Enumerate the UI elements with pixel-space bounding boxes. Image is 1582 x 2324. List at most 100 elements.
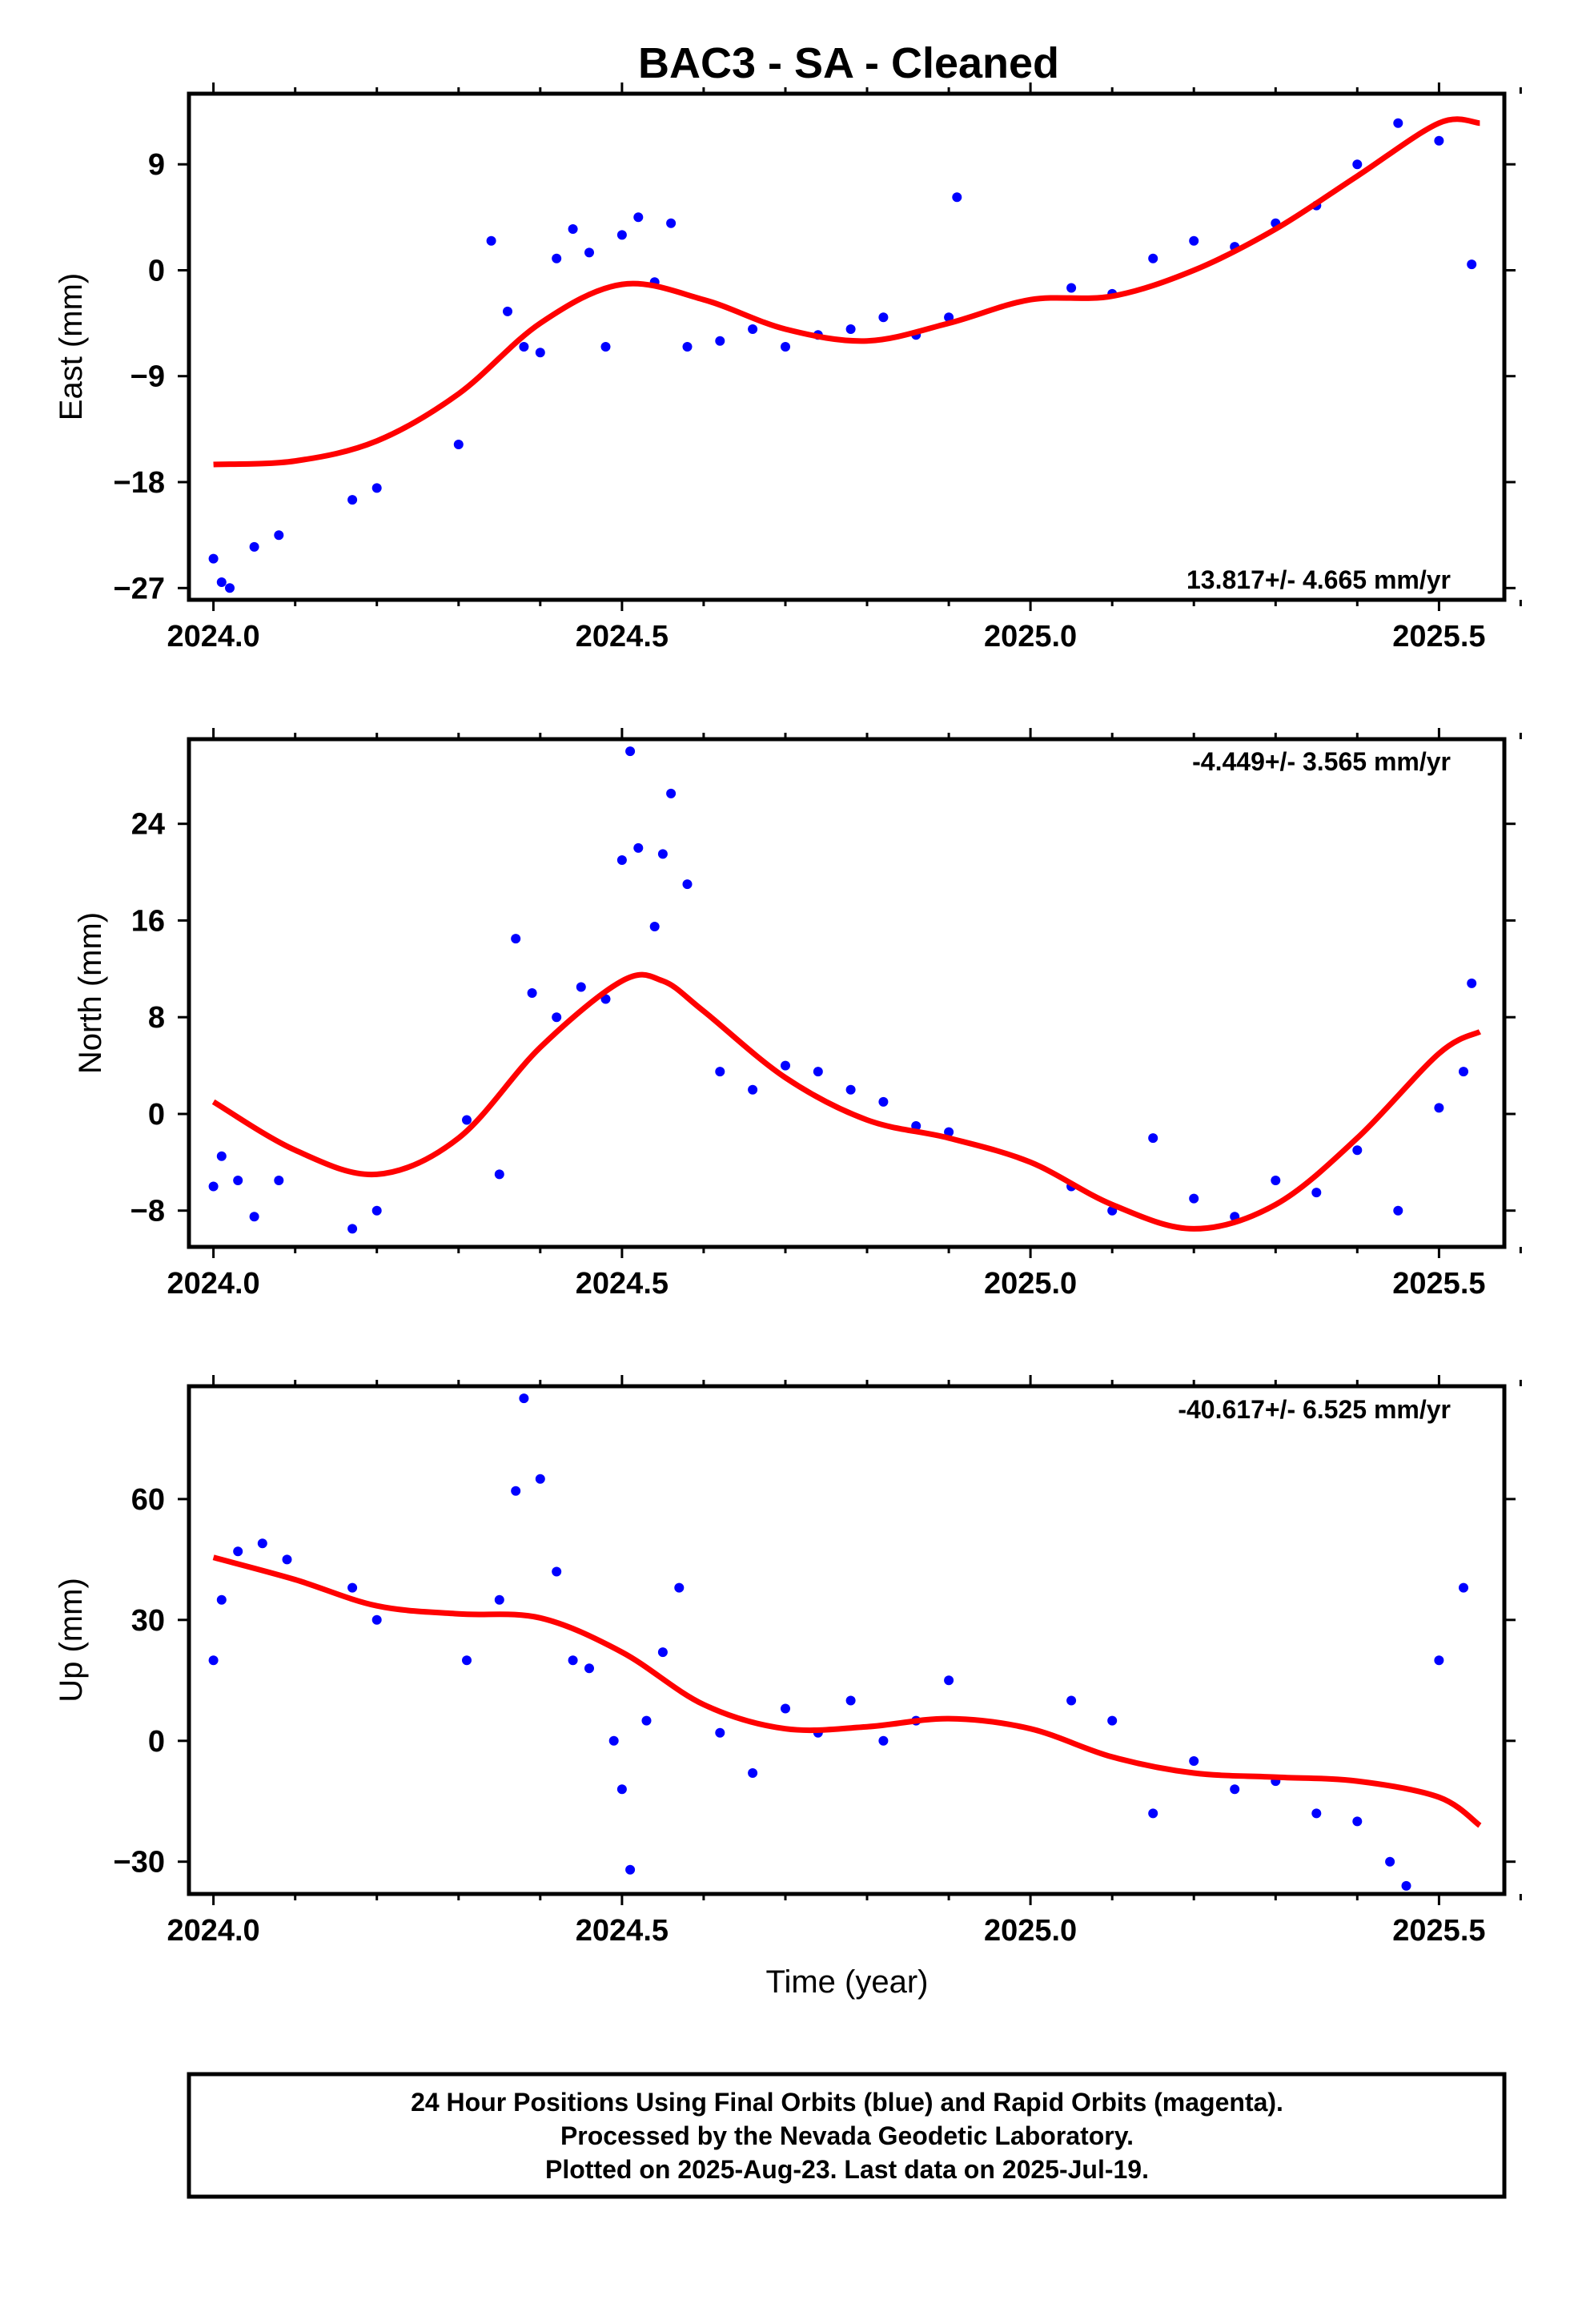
trend-line-east xyxy=(213,116,1480,468)
data-point xyxy=(233,1176,243,1185)
data-point xyxy=(208,1181,219,1192)
data-point xyxy=(1434,135,1444,146)
y-tick-label: 0 xyxy=(148,255,165,288)
data-point xyxy=(1352,1816,1363,1827)
data-point xyxy=(878,1096,889,1107)
data-point xyxy=(282,1554,292,1565)
trend-line-up xyxy=(212,1554,1482,1828)
x-tick-label: 2024.5 xyxy=(576,1914,669,1948)
plot-frame-east xyxy=(187,91,1507,602)
rate-label-north: -4.449+/- 3.565 mm/yr xyxy=(1192,747,1451,776)
data-point xyxy=(208,553,219,564)
data-point xyxy=(1189,235,1199,246)
data-point xyxy=(233,1546,243,1557)
data-point xyxy=(1385,1856,1395,1867)
ticks-north: 2024.0 2024.5 2025.0 2025.5 24 16 8 0 −8 xyxy=(130,728,1522,1301)
data-point xyxy=(1467,259,1477,270)
data-point xyxy=(1459,1582,1468,1593)
data-point xyxy=(616,230,627,240)
data-point xyxy=(715,336,725,346)
data-point xyxy=(845,1695,856,1706)
data-point xyxy=(249,1212,259,1222)
x-tick-label: 2025.0 xyxy=(984,620,1077,653)
data-point xyxy=(1107,1715,1118,1726)
x-axis-label: Time (year) xyxy=(766,1964,929,2000)
x-tick-label: 2025.5 xyxy=(1392,620,1485,653)
data-point xyxy=(1467,978,1477,988)
data-point xyxy=(1148,1808,1158,1819)
footer-line-3: Plotted on 2025-Aug-23. Last data on 202… xyxy=(545,2155,1149,2184)
data-point xyxy=(1311,1808,1322,1819)
x-tick-label: 2024.0 xyxy=(167,1914,259,1948)
data-point xyxy=(600,342,611,352)
data-point xyxy=(813,1067,823,1077)
data-point xyxy=(616,855,627,865)
y-tick-label: 0 xyxy=(148,1098,165,1132)
data-point xyxy=(249,541,259,552)
data-point xyxy=(568,1655,578,1666)
data-point xyxy=(568,224,578,234)
ticks-up: 2024.0 2024.5 2025.0 2025.5 60 30 0 −30 xyxy=(114,1375,1522,1948)
data-point xyxy=(371,1205,382,1216)
x-tick-label: 2025.5 xyxy=(1392,1914,1485,1948)
footer-line-1: 24 Hour Positions Using Final Orbits (bl… xyxy=(411,2088,1283,2117)
data-point xyxy=(1311,1188,1322,1198)
data-point xyxy=(584,1663,594,1674)
data-point xyxy=(666,788,677,798)
data-point xyxy=(878,312,889,323)
data-point xyxy=(715,1067,725,1077)
points-east xyxy=(208,118,1477,593)
data-point xyxy=(1148,1133,1158,1144)
data-point xyxy=(1066,1695,1077,1706)
data-point xyxy=(1271,1176,1281,1185)
panel-up: Up (mm) -40.617+/- 6.525 mm/yr 2024.0 202… xyxy=(54,1375,1522,1948)
data-point xyxy=(608,1735,619,1746)
data-point xyxy=(600,994,611,1004)
data-point xyxy=(503,306,512,316)
data-point xyxy=(657,849,668,859)
y-tick-label: −8 xyxy=(130,1195,165,1228)
y-axis-label-up: Up (mm) xyxy=(54,1578,89,1703)
data-point xyxy=(1230,1784,1240,1795)
data-point xyxy=(657,1647,668,1658)
data-point xyxy=(781,1060,790,1071)
y-tick-label: 24 xyxy=(131,808,165,842)
rate-label-up: -40.617+/- 6.525 mm/yr xyxy=(1178,1395,1451,1424)
data-point xyxy=(462,1115,472,1125)
data-point xyxy=(878,1735,889,1746)
data-point xyxy=(1066,283,1077,293)
data-point xyxy=(682,342,693,352)
y-tick-label: −27 xyxy=(114,572,165,605)
trend-line-north xyxy=(211,971,1482,1232)
data-point xyxy=(576,982,586,992)
data-point xyxy=(625,746,636,757)
footer-frame xyxy=(187,2072,1507,2199)
data-point xyxy=(944,1675,954,1686)
data-point xyxy=(453,440,464,449)
x-tick-label: 2025.5 xyxy=(1392,1267,1485,1301)
plot-frame-up xyxy=(187,1384,1507,1896)
data-point xyxy=(1393,1205,1403,1216)
data-point xyxy=(1352,1145,1363,1156)
data-point xyxy=(257,1538,267,1549)
data-point xyxy=(552,253,562,263)
data-point xyxy=(649,922,660,931)
y-axis-label-east: East (mm) xyxy=(54,273,89,420)
data-point xyxy=(216,1594,227,1605)
data-point xyxy=(535,348,545,358)
data-point xyxy=(748,1084,758,1095)
panel-north: North (mm) -4.449+/- 3.565 mm/yr 2024.0 2… xyxy=(73,728,1522,1301)
data-point xyxy=(1148,253,1158,263)
data-point xyxy=(462,1655,472,1666)
data-point xyxy=(274,530,284,541)
data-point xyxy=(1393,118,1403,128)
y-tick-label: −30 xyxy=(114,1846,165,1880)
data-point xyxy=(674,1582,685,1593)
data-point xyxy=(347,1582,358,1593)
data-point xyxy=(781,1703,790,1714)
data-point xyxy=(1434,1103,1444,1113)
data-point xyxy=(625,1864,636,1875)
data-point xyxy=(1434,1655,1444,1666)
x-tick-label: 2025.0 xyxy=(984,1914,1077,1948)
